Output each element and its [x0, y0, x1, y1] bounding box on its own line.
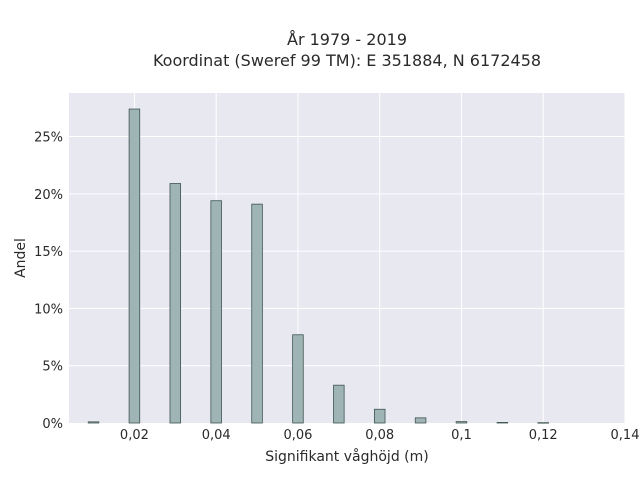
- histogram-bar: [87, 421, 100, 424]
- x-axis-label: Signifikant våghöjd (m): [265, 448, 428, 465]
- histogram-bar: [169, 183, 182, 424]
- histogram-bar: [251, 203, 263, 424]
- chart-subtitle: Koordinat (Sweref 99 TM): E 351884, N 61…: [153, 51, 541, 70]
- x-tick-label: 0,02: [120, 428, 149, 443]
- histogram-bar: [496, 422, 509, 424]
- y-tick-label: 20%: [34, 188, 63, 203]
- x-tick-label: 0,06: [283, 428, 312, 443]
- plot-area: [69, 93, 625, 423]
- y-tick-label: 15%: [34, 245, 63, 260]
- x-tick-label: 0,14: [611, 428, 640, 443]
- y-tick-label: 10%: [34, 302, 63, 317]
- histogram-bar: [455, 421, 468, 424]
- x-gridlines: [133, 93, 626, 423]
- y-tick-label: 5%: [42, 360, 63, 375]
- y-tick-label: 0%: [42, 417, 63, 432]
- histogram-bar: [210, 200, 222, 424]
- y-tick-label: 25%: [34, 131, 63, 146]
- y-tick-labels: 0% 5% 10% 15% 20% 25%: [34, 131, 63, 432]
- y-axis-label: Andel: [13, 238, 29, 278]
- histogram-bar: [414, 417, 427, 424]
- x-tick-label: 0,1: [451, 428, 472, 443]
- x-tick-label: 0,12: [529, 428, 558, 443]
- histogram-bar: [537, 422, 549, 424]
- bars: [87, 108, 549, 424]
- x-tick-label: 0,08: [365, 428, 394, 443]
- histogram-bar: [373, 408, 386, 424]
- histogram-bar: [128, 108, 141, 424]
- x-tick-labels: 0,02 0,04 0,06 0,08 0,1 0,12 0,14: [120, 428, 640, 443]
- histogram-bar: [292, 334, 304, 424]
- chart-title: År 1979 - 2019: [287, 30, 407, 49]
- histogram-bar: [333, 384, 345, 424]
- x-tick-label: 0,04: [202, 428, 231, 443]
- y-gridlines: [69, 136, 625, 367]
